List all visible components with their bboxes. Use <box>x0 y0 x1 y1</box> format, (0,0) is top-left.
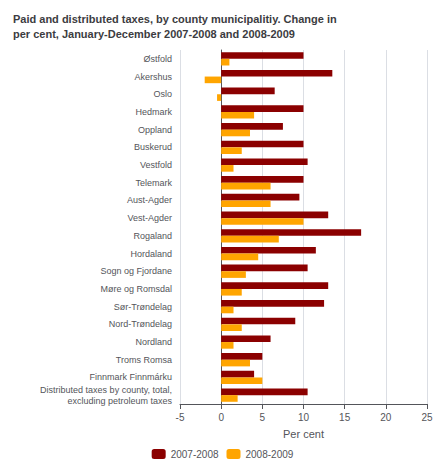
svg-text:Troms Romsa: Troms Romsa <box>116 355 172 365</box>
svg-text:-5: -5 <box>176 412 185 423</box>
svg-text:Vestfold: Vestfold <box>140 160 172 170</box>
svg-text:Nord-Trøndelag: Nord-Trøndelag <box>109 319 172 329</box>
svg-text:2008-2009: 2008-2009 <box>246 449 294 460</box>
svg-text:Møre og Romsdal: Møre og Romsdal <box>100 284 172 294</box>
svg-text:Sør-Trøndelag: Sør-Trøndelag <box>114 302 172 312</box>
svg-text:20: 20 <box>380 412 392 423</box>
svg-text:0: 0 <box>218 412 224 423</box>
svg-text:Oslo: Oslo <box>153 89 172 99</box>
svg-text:Telemark: Telemark <box>135 178 172 188</box>
svg-text:per cent, January-December 200: per cent, January-December 2007-2008 and… <box>13 28 295 40</box>
svg-text:Sogn og Fjordane: Sogn og Fjordane <box>100 266 172 276</box>
svg-text:Finnmark Finnmárku: Finnmark Finnmárku <box>89 372 172 382</box>
svg-text:15: 15 <box>339 412 351 423</box>
svg-text:Buskerud: Buskerud <box>134 142 172 152</box>
svg-text:Rogaland: Rogaland <box>133 231 172 241</box>
svg-text:Nordland: Nordland <box>135 337 172 347</box>
svg-text:Østfold: Østfold <box>143 54 172 64</box>
svg-text:Per cent: Per cent <box>283 428 324 440</box>
svg-text:excluding petroleum taxes: excluding petroleum taxes <box>67 396 172 406</box>
svg-text:10: 10 <box>298 412 310 423</box>
svg-text:Vest-Agder: Vest-Agder <box>127 213 172 223</box>
svg-text:Oppland: Oppland <box>138 125 172 135</box>
svg-text:2007-2008: 2007-2008 <box>171 449 219 460</box>
svg-text:Akershus: Akershus <box>134 72 172 82</box>
svg-text:Hordaland: Hordaland <box>130 249 172 259</box>
svg-text:Hedmark: Hedmark <box>135 107 172 117</box>
svg-text:Aust-Agder: Aust-Agder <box>127 195 172 205</box>
svg-text:Distributed taxes by county, t: Distributed taxes by county, total, <box>40 385 172 395</box>
svg-text:25: 25 <box>421 412 433 423</box>
svg-text:5: 5 <box>260 412 266 423</box>
svg-text:Paid and distributed taxes, by: Paid and distributed taxes, by county mu… <box>13 13 337 25</box>
